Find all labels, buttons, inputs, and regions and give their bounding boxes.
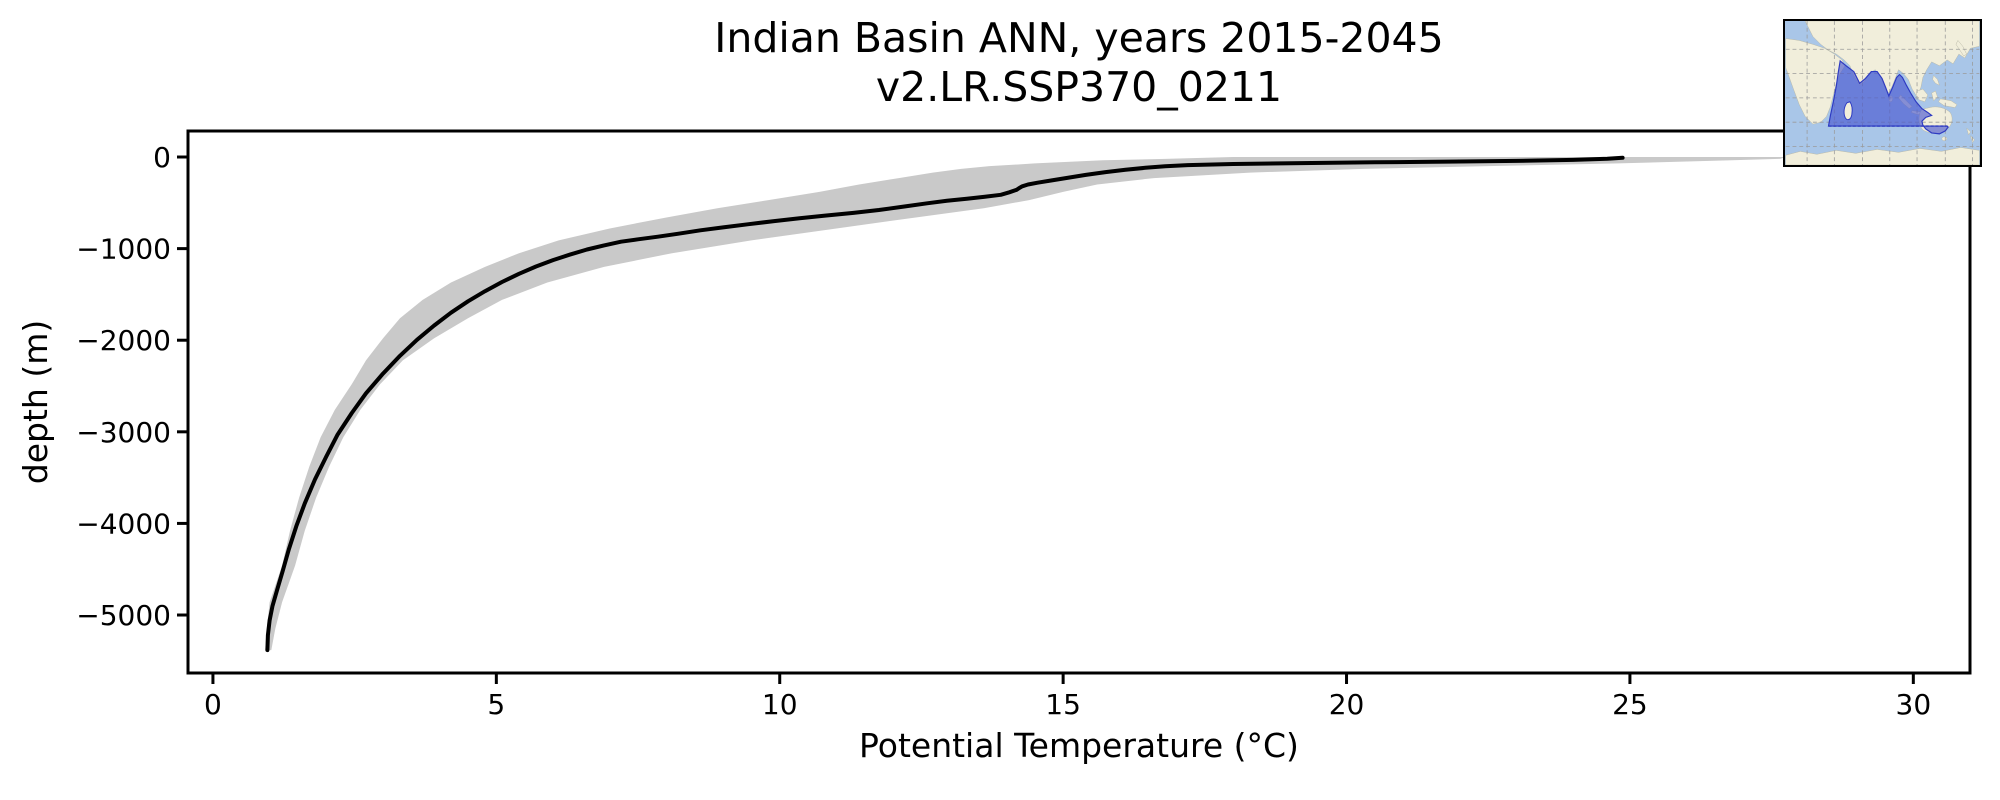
x-tick-label: 20 <box>1329 688 1365 721</box>
map-madagascar <box>1843 101 1853 121</box>
x-tick-label: 10 <box>762 688 798 721</box>
profile-line-layer <box>265 155 1625 653</box>
y-tick-label: 0 <box>153 141 171 174</box>
x-tick-label: 5 <box>487 688 505 721</box>
uncertainty-band <box>265 157 1786 651</box>
x-tick-label: 15 <box>1045 688 1081 721</box>
x-tick-label: 30 <box>1896 688 1932 721</box>
y-tick-label: −3000 <box>76 416 171 449</box>
axes-layer: 0 5 10 15 20 25 30 0 −1000 −2000 −3000 −4000 −5000 <box>76 129 1972 721</box>
chart-title: Indian Basin ANN, years 2015-2045 <box>714 14 1443 62</box>
map-eurasia <box>1804 21 1980 98</box>
y-axis-label: depth (m) <box>16 320 55 484</box>
map-new-guinea <box>1938 98 1958 108</box>
map-borneo <box>1915 88 1929 103</box>
y-tick-label: −1000 <box>76 233 171 266</box>
map-africa <box>1785 38 1846 125</box>
map-tasmania <box>1941 136 1947 141</box>
y-tick-label: −4000 <box>76 507 171 540</box>
map-philippines <box>1932 75 1940 86</box>
mean-profile-line <box>265 155 1625 653</box>
y-tick-label: −5000 <box>76 599 171 632</box>
uncertainty-band-layer <box>265 157 1786 651</box>
map-sulawesi <box>1931 90 1938 102</box>
x-tick-label: 0 <box>204 688 222 721</box>
map-new-zealand-north <box>1966 127 1971 136</box>
y-tick-label: −2000 <box>76 324 171 357</box>
map-japan <box>1955 40 1967 57</box>
x-axis-label: Potential Temperature (°C) <box>859 726 1299 765</box>
chart-subtitle: v2.LR.SSP370_0211 <box>876 63 1282 111</box>
x-tick-label: 25 <box>1612 688 1648 721</box>
axes-spines <box>186 129 1972 675</box>
indian-basin-inset-map <box>1783 19 1982 167</box>
